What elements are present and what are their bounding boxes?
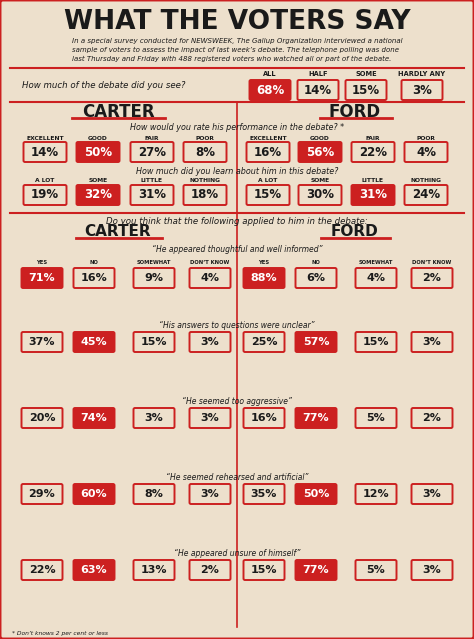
FancyBboxPatch shape <box>76 142 119 162</box>
Text: How much of the debate did you see?: How much of the debate did you see? <box>22 82 185 91</box>
Text: NOTHING: NOTHING <box>410 178 441 183</box>
Text: 16%: 16% <box>254 146 282 158</box>
Text: EXCELLENT: EXCELLENT <box>26 135 64 141</box>
Text: 15%: 15% <box>251 565 277 575</box>
Text: 15%: 15% <box>363 337 389 347</box>
Text: POOR: POOR <box>417 135 436 141</box>
Text: 77%: 77% <box>303 413 329 423</box>
Text: 15%: 15% <box>141 337 167 347</box>
Text: 12%: 12% <box>363 489 389 499</box>
Text: 29%: 29% <box>28 489 55 499</box>
FancyBboxPatch shape <box>401 80 443 100</box>
FancyBboxPatch shape <box>24 185 66 205</box>
Text: NO: NO <box>311 261 320 265</box>
FancyBboxPatch shape <box>246 142 290 162</box>
FancyBboxPatch shape <box>73 268 115 288</box>
Text: “He appeared thoughtful and well informed”: “He appeared thoughtful and well informe… <box>152 245 322 254</box>
FancyBboxPatch shape <box>411 332 453 352</box>
FancyBboxPatch shape <box>356 560 396 580</box>
Text: 3%: 3% <box>423 489 441 499</box>
FancyBboxPatch shape <box>356 332 396 352</box>
FancyBboxPatch shape <box>21 332 63 352</box>
Text: 63%: 63% <box>81 565 107 575</box>
Text: SOME: SOME <box>355 71 377 77</box>
Text: 20%: 20% <box>29 413 55 423</box>
Text: Do you think that the following applied to him in the debate:: Do you think that the following applied … <box>106 217 368 226</box>
Text: 18%: 18% <box>191 189 219 201</box>
Text: FAIR: FAIR <box>145 135 159 141</box>
Text: LITTLE: LITTLE <box>362 178 384 183</box>
Text: SOME: SOME <box>88 178 108 183</box>
FancyBboxPatch shape <box>295 408 337 428</box>
Text: FORD: FORD <box>331 224 379 240</box>
FancyBboxPatch shape <box>130 142 173 162</box>
Text: 3%: 3% <box>423 565 441 575</box>
Text: 50%: 50% <box>303 489 329 499</box>
Text: 16%: 16% <box>251 413 277 423</box>
FancyBboxPatch shape <box>183 142 227 162</box>
FancyBboxPatch shape <box>352 185 394 205</box>
Text: 14%: 14% <box>304 84 332 96</box>
Text: YES: YES <box>36 261 47 265</box>
Text: 57%: 57% <box>303 337 329 347</box>
Text: GOOD: GOOD <box>88 135 108 141</box>
Text: How would you rate his performance in the debate? *: How would you rate his performance in th… <box>130 123 344 132</box>
Text: 3%: 3% <box>201 413 219 423</box>
Text: 60%: 60% <box>81 489 107 499</box>
Text: 8%: 8% <box>195 146 215 158</box>
Text: 13%: 13% <box>141 565 167 575</box>
FancyBboxPatch shape <box>404 142 447 162</box>
Text: 5%: 5% <box>366 565 385 575</box>
Text: 19%: 19% <box>31 189 59 201</box>
FancyBboxPatch shape <box>411 484 453 504</box>
Text: 2%: 2% <box>201 565 219 575</box>
Text: 77%: 77% <box>303 565 329 575</box>
Text: A LOT: A LOT <box>35 178 55 183</box>
Text: In a special survey conducted for NEWSWEEK, The Gallup Organization interviewed : In a special survey conducted for NEWSWE… <box>72 38 402 62</box>
Text: 24%: 24% <box>412 189 440 201</box>
FancyBboxPatch shape <box>411 560 453 580</box>
Text: 4%: 4% <box>201 273 219 283</box>
Text: 22%: 22% <box>29 565 55 575</box>
Text: 2%: 2% <box>422 413 441 423</box>
Text: “He appeared unsure of himself”: “He appeared unsure of himself” <box>174 550 300 558</box>
Text: “His answers to questions were unclear”: “His answers to questions were unclear” <box>159 321 315 330</box>
FancyBboxPatch shape <box>134 484 174 504</box>
FancyBboxPatch shape <box>246 185 290 205</box>
FancyBboxPatch shape <box>244 484 284 504</box>
Text: 3%: 3% <box>423 337 441 347</box>
FancyBboxPatch shape <box>244 408 284 428</box>
Text: 27%: 27% <box>138 146 166 158</box>
FancyBboxPatch shape <box>356 484 396 504</box>
Text: HALF: HALF <box>308 71 328 77</box>
FancyBboxPatch shape <box>295 484 337 504</box>
Text: 15%: 15% <box>254 189 282 201</box>
FancyBboxPatch shape <box>190 560 230 580</box>
FancyBboxPatch shape <box>295 560 337 580</box>
Text: 71%: 71% <box>29 273 55 283</box>
Text: SOMEWHAT: SOMEWHAT <box>137 261 171 265</box>
FancyBboxPatch shape <box>295 332 337 352</box>
FancyBboxPatch shape <box>21 560 63 580</box>
Text: 74%: 74% <box>81 413 108 423</box>
Text: 3%: 3% <box>201 337 219 347</box>
FancyBboxPatch shape <box>298 80 338 100</box>
FancyBboxPatch shape <box>244 560 284 580</box>
FancyBboxPatch shape <box>244 268 284 288</box>
Text: CARTER: CARTER <box>85 224 151 240</box>
Text: CARTER: CARTER <box>82 103 155 121</box>
Text: 5%: 5% <box>366 413 385 423</box>
Text: DON’T KNOW: DON’T KNOW <box>412 261 452 265</box>
Text: 56%: 56% <box>306 146 334 158</box>
FancyBboxPatch shape <box>21 408 63 428</box>
Text: ALL: ALL <box>263 71 277 77</box>
FancyBboxPatch shape <box>134 408 174 428</box>
FancyBboxPatch shape <box>21 268 63 288</box>
Text: 25%: 25% <box>251 337 277 347</box>
FancyBboxPatch shape <box>76 185 119 205</box>
Text: NO: NO <box>90 261 99 265</box>
Text: 22%: 22% <box>359 146 387 158</box>
Text: 45%: 45% <box>81 337 107 347</box>
FancyBboxPatch shape <box>134 268 174 288</box>
